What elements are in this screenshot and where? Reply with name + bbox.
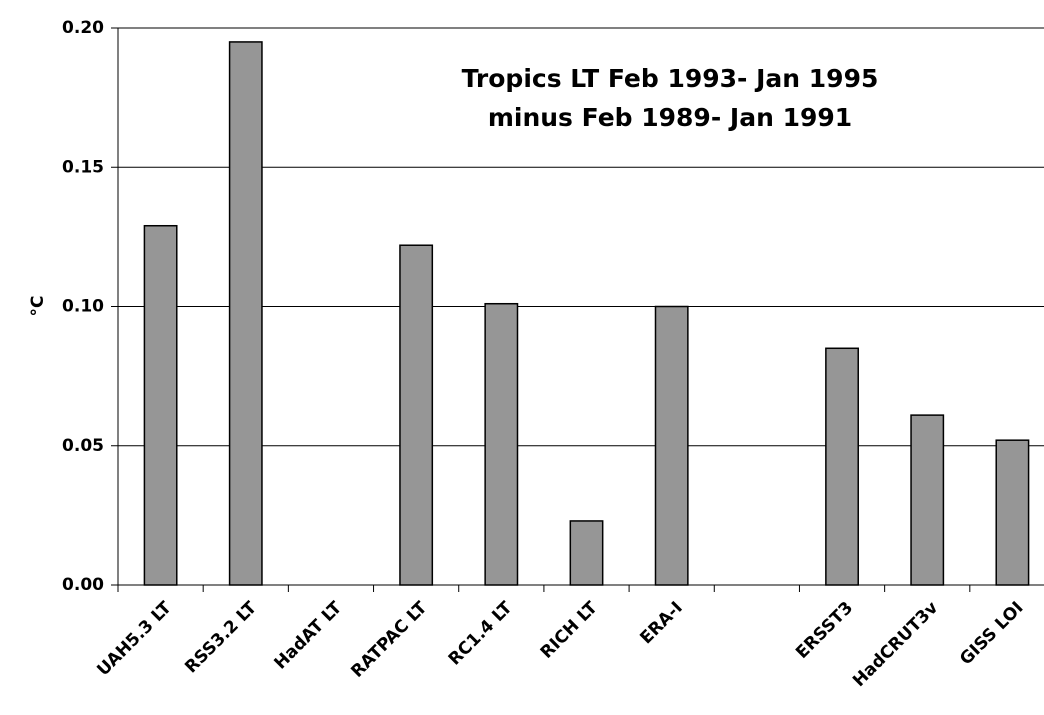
y-tick-label: 0.10 (62, 297, 104, 317)
x-tick-label: HadCRUT3v (849, 598, 942, 691)
x-tick-label: HadAT LT (270, 598, 346, 674)
y-tick-label: 0.20 (62, 18, 104, 38)
bar (399, 244, 434, 586)
bar (654, 305, 689, 586)
bar (228, 41, 263, 586)
x-tick-label: ERA-I (636, 598, 686, 648)
chart-title: minus Feb 1989- Jan 1991 (488, 103, 852, 132)
bar (825, 347, 859, 586)
chart-title: Tropics LT Feb 1993- Jan 1995 (462, 64, 879, 93)
y-tick-label: 0.00 (62, 575, 104, 595)
bar (995, 439, 1030, 586)
x-tick-label: UAH5.3 LT (93, 598, 176, 681)
bar (910, 414, 945, 586)
y-tick-label: 0.15 (62, 157, 104, 177)
y-tick-label: 0.05 (62, 436, 104, 456)
y-axis-label: °C (28, 296, 48, 317)
x-tick-label: RATPAC LT (347, 598, 431, 682)
bar (484, 302, 519, 586)
x-tick-label: RSS3.2 LT (181, 598, 261, 678)
x-tick-label: RC1.4 LT (445, 598, 517, 670)
x-tick-label: ERSST3 (792, 598, 857, 663)
bar (569, 520, 604, 586)
bar (143, 224, 178, 586)
x-tick-label: GISS LOI (956, 598, 1027, 669)
x-tick-label: RICH LT (537, 598, 602, 663)
